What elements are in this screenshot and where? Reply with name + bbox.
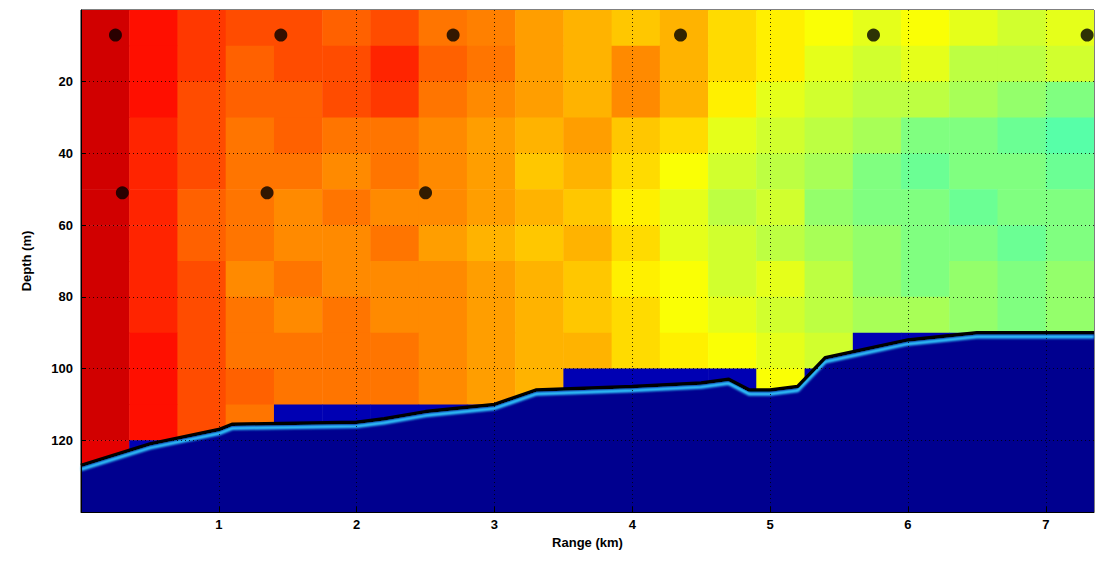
svg-text:3: 3	[491, 517, 498, 532]
svg-text:Range (km): Range (km)	[552, 535, 623, 550]
svg-text:2: 2	[353, 517, 360, 532]
svg-text:100: 100	[51, 361, 73, 376]
svg-text:6: 6	[904, 517, 911, 532]
svg-text:4: 4	[629, 517, 637, 532]
svg-text:Depth (m): Depth (m)	[19, 231, 34, 292]
svg-text:7: 7	[1042, 517, 1049, 532]
svg-text:5: 5	[766, 517, 773, 532]
svg-text:1: 1	[215, 517, 222, 532]
svg-text:60: 60	[59, 218, 73, 233]
svg-text:20: 20	[59, 74, 73, 89]
svg-text:120: 120	[51, 433, 73, 448]
svg-text:40: 40	[59, 146, 73, 161]
svg-text:80: 80	[59, 289, 73, 304]
